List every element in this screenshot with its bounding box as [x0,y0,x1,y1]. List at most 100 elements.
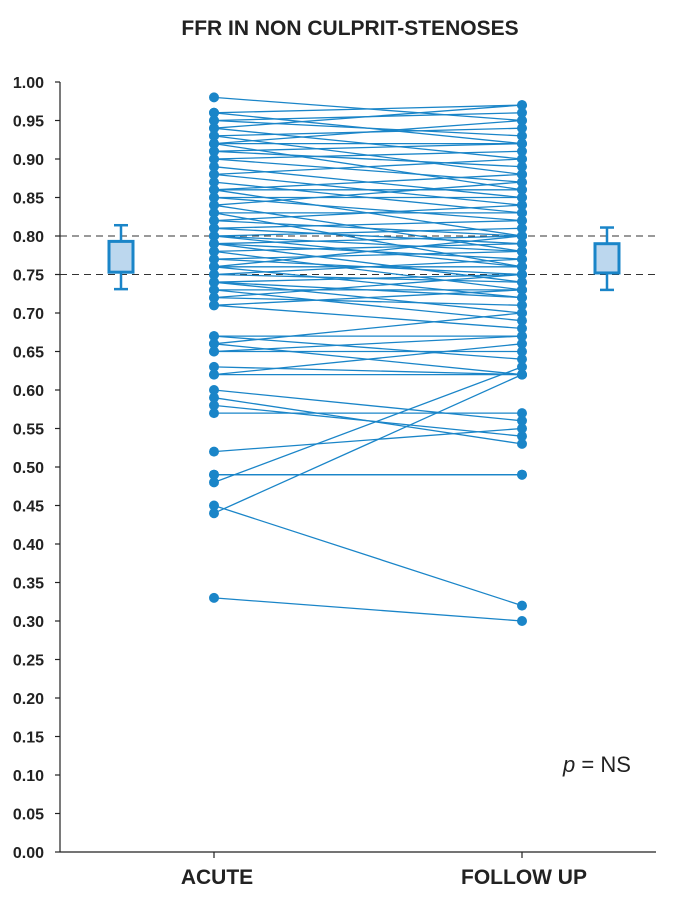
paired-line [213,374,523,514]
acute-point [209,361,219,372]
follow-up-point [517,177,527,188]
acute-point [209,231,219,241]
y-tick-label: 0.00 [13,845,44,862]
acute-point [209,385,219,395]
follow-up-point [517,246,527,257]
paired-line [213,204,523,222]
y-tick-label: 1.00 [13,75,44,92]
follow-up-point [517,192,527,203]
y-tick-label: 0.65 [13,345,44,362]
follow-up-point [517,123,527,134]
y-tick-label: 0.35 [13,576,44,593]
follow-up-point [517,338,527,349]
paired-line [213,289,523,306]
acute-point [209,469,219,480]
p-value-text: = NS [575,752,631,777]
follow-up-point [517,408,527,419]
acute-point [209,207,219,218]
acute-point [209,169,219,180]
acute-point [209,177,219,188]
acute-point [209,292,219,303]
paired-line [213,181,523,206]
y-tick-label: 0.30 [13,614,44,631]
paired-line [213,119,523,137]
y-tick-label: 0.40 [13,537,44,554]
paired-line [213,343,523,376]
y-tick-label: 0.80 [13,229,44,246]
paired-line [213,119,523,145]
y-tick-label: 0.95 [13,114,44,131]
paired-line [213,427,523,453]
paired-line [213,173,523,191]
paired-line [213,142,523,152]
paired-line [213,597,523,622]
paired-line [213,273,523,299]
follow-up-point [517,184,527,195]
follow-up-box [593,242,621,275]
follow-up-point [517,323,527,334]
paired-line [213,104,523,129]
acute-point [209,154,219,164]
y-tick-label: 0.45 [13,499,44,516]
acute-point [209,277,219,288]
paired-line [213,243,523,253]
acute-point [209,223,219,234]
acute-point [209,123,219,134]
acute-point [209,92,219,103]
follow-up-point [517,415,527,426]
follow-up-point [517,315,527,326]
acute-point [209,369,219,380]
acute-point [209,400,219,411]
acute-point [209,500,219,511]
follow-up-point [517,269,527,280]
acute-point [209,138,219,149]
follow-up-point [517,616,527,626]
follow-up-point [517,423,527,434]
acute-point [209,408,219,419]
follow-up-point [517,300,527,311]
acute-point [209,254,219,265]
y-tick-label: 0.75 [13,268,44,285]
follow-up-point [517,161,527,172]
follow-up-point [517,238,527,249]
y-tick-label: 0.05 [13,807,44,824]
data-series [209,92,527,626]
follow-up-point [517,215,527,226]
acute-point [209,331,219,342]
paired-line [213,366,523,376]
acute-point [209,107,219,118]
acute-point [209,392,219,403]
p-value-annotation: p = NS [562,752,631,777]
y-tick-label: 0.10 [13,768,44,785]
paired-line [213,273,523,283]
y-tick-label: 0.70 [13,306,44,323]
follow-up-point [517,369,527,380]
paired-line [213,150,523,168]
acute-point [209,246,219,257]
follow-up-point [517,107,527,118]
follow-up-point [517,130,527,141]
follow-up-point [517,207,527,218]
paired-line [213,304,523,330]
y-tick-label: 0.20 [13,691,44,708]
paired-line [213,266,523,299]
follow-up-point [517,254,527,265]
category-label-acute: ACUTE [181,866,253,889]
paired-line [213,250,523,260]
paired-line [213,335,523,360]
paired-line [213,219,523,237]
paired-line [213,366,523,484]
paired-line [213,335,523,353]
follow-up-point [517,223,527,234]
follow-up-point [517,261,527,272]
chart-title: FFR IN NON CULPRIT-STENOSES [181,17,518,40]
axes: 0.00 0.05 0.10 0.15 0.20 0.25 0.30 0.35 0.40 0.45… [13,75,656,862]
paired-line [213,296,523,306]
acute-point [209,261,219,272]
follow-up-point [517,346,527,357]
follow-up-point [517,354,527,365]
follow-up-point [517,138,527,149]
acute-point [209,284,219,295]
follow-up-point [517,115,527,126]
